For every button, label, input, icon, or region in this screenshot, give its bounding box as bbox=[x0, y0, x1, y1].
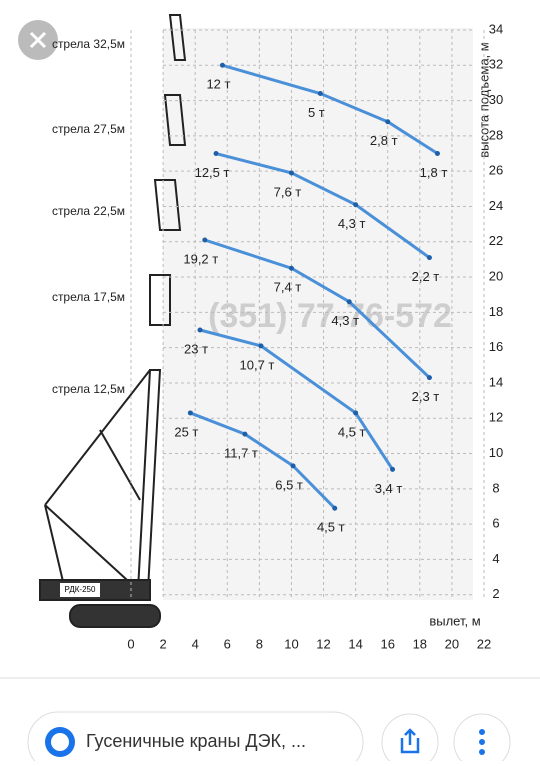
data-point bbox=[385, 119, 391, 125]
crane-plate bbox=[60, 583, 100, 597]
x-tick-label: 2 bbox=[159, 636, 166, 651]
x-tick-label: 18 bbox=[413, 636, 427, 651]
data-point bbox=[353, 410, 359, 416]
data-point bbox=[290, 463, 296, 469]
y-tick-label: 8 bbox=[492, 480, 499, 495]
y-tick-label: 14 bbox=[489, 374, 503, 389]
y-tick-label: 28 bbox=[489, 127, 503, 142]
y-tick-label: 26 bbox=[489, 163, 503, 178]
load-label: 2,8 т bbox=[370, 133, 398, 148]
load-label: 7,6 т bbox=[274, 184, 302, 199]
crane-label: РДК-250 bbox=[65, 585, 96, 594]
data-point bbox=[426, 375, 432, 381]
y-tick-label: 16 bbox=[489, 339, 503, 354]
load-label: 23 т bbox=[184, 341, 208, 356]
data-point bbox=[187, 410, 193, 416]
load-label: 11,7 т bbox=[224, 446, 258, 461]
data-point bbox=[288, 265, 294, 271]
data-point bbox=[426, 255, 432, 261]
load-label: 7,4 т bbox=[274, 280, 302, 295]
load-label: 4,3 т bbox=[331, 313, 359, 328]
data-point bbox=[288, 170, 294, 176]
x-tick-label: 8 bbox=[256, 636, 263, 651]
series-line bbox=[215, 152, 431, 259]
x-tick-label: 20 bbox=[445, 636, 459, 651]
data-point bbox=[390, 466, 396, 472]
y-tick-label: 18 bbox=[489, 304, 503, 319]
series-line bbox=[189, 411, 336, 510]
load-label: 6,5 т bbox=[275, 477, 303, 492]
data-point bbox=[346, 299, 352, 305]
load-label: 4,3 т bbox=[338, 216, 366, 231]
x-tick-label: 4 bbox=[192, 636, 199, 651]
data-point bbox=[332, 505, 338, 511]
more-button[interactable] bbox=[453, 713, 511, 766]
series-name: стрела 22,5м bbox=[52, 204, 125, 218]
x-tick-label: 22 bbox=[477, 636, 491, 651]
x-tick-label: 16 bbox=[380, 636, 394, 651]
series-line bbox=[222, 63, 439, 155]
data-point bbox=[213, 151, 219, 157]
series-name: стрела 27,5м bbox=[52, 122, 125, 136]
data-point bbox=[242, 431, 248, 437]
y-tick-label: 34 bbox=[489, 21, 503, 36]
watermark: (351) 77-76-572 bbox=[208, 297, 452, 335]
data-point bbox=[353, 202, 359, 208]
x-tick-label: 12 bbox=[316, 636, 330, 651]
y-tick-label: 6 bbox=[492, 516, 499, 531]
load-label: 2,2 т bbox=[412, 269, 440, 284]
share-button[interactable] bbox=[381, 713, 439, 766]
load-label: 3,4 т bbox=[375, 481, 403, 496]
y-tick-label: 30 bbox=[489, 92, 503, 107]
series-name: стрела 32,5м bbox=[52, 37, 125, 51]
load-label: 19,2 т bbox=[183, 251, 218, 266]
x-tick-label: 0 bbox=[127, 636, 134, 651]
load-label: 4,5 т bbox=[317, 520, 345, 535]
data-point bbox=[434, 151, 440, 157]
plot-bg bbox=[163, 28, 473, 600]
data-point bbox=[317, 91, 323, 97]
caption: Гусеничные краны ДЭК, ... bbox=[86, 731, 306, 751]
y-tick-label: 22 bbox=[489, 233, 503, 248]
series-line bbox=[204, 238, 431, 379]
series-line bbox=[199, 328, 394, 471]
y-tick-label: 10 bbox=[489, 445, 503, 460]
y-axis-label: высота подъема, м bbox=[476, 42, 491, 158]
close-button[interactable] bbox=[18, 20, 58, 60]
y-tick-label: 12 bbox=[489, 410, 503, 425]
load-label: 1,8 т bbox=[420, 165, 448, 180]
data-point bbox=[219, 62, 225, 68]
load-label: 12 т bbox=[206, 77, 230, 92]
x-tick-label: 6 bbox=[224, 636, 231, 651]
result-card[interactable]: Гусеничные краны ДЭК, ... bbox=[27, 711, 364, 766]
series-name: стрела 12,5м bbox=[52, 382, 125, 396]
data-point bbox=[197, 327, 203, 333]
y-tick-label: 32 bbox=[489, 57, 503, 72]
load-label: 25 т bbox=[174, 424, 198, 439]
y-tick-label: 24 bbox=[489, 198, 503, 213]
data-point bbox=[258, 343, 264, 349]
x-tick-label: 14 bbox=[348, 636, 362, 651]
load-label: 12,5 т bbox=[195, 165, 230, 180]
data-point bbox=[202, 237, 208, 243]
x-axis-label: вылет, м bbox=[429, 613, 480, 628]
series-name: стрела 17,5м bbox=[52, 290, 125, 304]
y-tick-label: 4 bbox=[492, 551, 499, 566]
load-label: 10,7 т bbox=[240, 357, 275, 372]
y-tick-label: 2 bbox=[492, 586, 499, 601]
load-label: 2,3 т bbox=[412, 389, 440, 404]
load-label: 5 т bbox=[308, 105, 325, 120]
y-tick-label: 20 bbox=[489, 268, 503, 283]
x-tick-label: 10 bbox=[284, 636, 298, 651]
load-label: 4,5 т bbox=[338, 424, 366, 439]
